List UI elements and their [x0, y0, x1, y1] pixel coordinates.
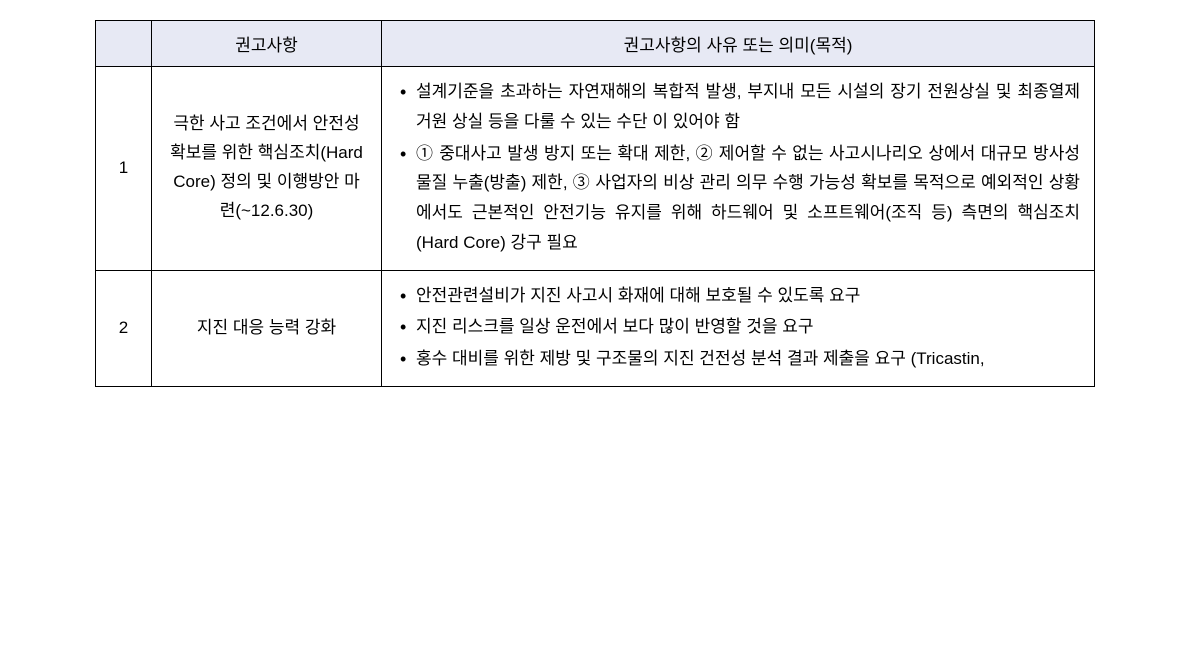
table-row: 2 지진 대응 능력 강화 안전관련설비가 지진 사고시 화재에 대해 보호될 … [96, 270, 1095, 386]
row-reason-1: 설계기준을 초과하는 자연재해의 복합적 발생, 부지내 모든 시설의 장기 전… [382, 67, 1095, 271]
reason-item: ① 중대사고 발생 방지 또는 확대 제한, ② 제어할 수 없는 사고시나리오… [396, 139, 1080, 258]
header-num [96, 21, 152, 67]
row-num-1: 1 [96, 67, 152, 271]
recommendation-text-1: 극한 사고 조건에서 안전성 확보를 위한 핵심조치(Hard Core) 정의… [166, 110, 367, 226]
row-recommendation-1: 극한 사고 조건에서 안전성 확보를 위한 핵심조치(Hard Core) 정의… [152, 67, 382, 271]
reason-item: 지진 리스크를 일상 운전에서 보다 많이 반영할 것을 요구 [396, 312, 1080, 342]
table-header-row: 권고사항 권고사항의 사유 또는 의미(목적) [96, 21, 1095, 67]
table-row: 1 극한 사고 조건에서 안전성 확보를 위한 핵심조치(Hard Core) … [96, 67, 1095, 271]
reason-list-1: 설계기준을 초과하는 자연재해의 복합적 발생, 부지내 모든 시설의 장기 전… [396, 77, 1080, 258]
reason-item: 홍수 대비를 위한 제방 및 구조물의 지진 건전성 분석 결과 제출을 요구 … [396, 344, 1080, 374]
row-reason-2: 안전관련설비가 지진 사고시 화재에 대해 보호될 수 있도록 요구 지진 리스… [382, 270, 1095, 386]
reason-item: 안전관련설비가 지진 사고시 화재에 대해 보호될 수 있도록 요구 [396, 281, 1080, 311]
header-reason: 권고사항의 사유 또는 의미(목적) [382, 21, 1095, 67]
row-num-2: 2 [96, 270, 152, 386]
row-recommendation-2: 지진 대응 능력 강화 [152, 270, 382, 386]
reason-item: 설계기준을 초과하는 자연재해의 복합적 발생, 부지내 모든 시설의 장기 전… [396, 77, 1080, 137]
reason-list-2: 안전관련설비가 지진 사고시 화재에 대해 보호될 수 있도록 요구 지진 리스… [396, 281, 1080, 374]
recommendation-text-2: 지진 대응 능력 강화 [166, 314, 367, 343]
recommendations-table: 권고사항 권고사항의 사유 또는 의미(목적) 1 극한 사고 조건에서 안전성… [95, 20, 1095, 387]
header-recommendation: 권고사항 [152, 21, 382, 67]
